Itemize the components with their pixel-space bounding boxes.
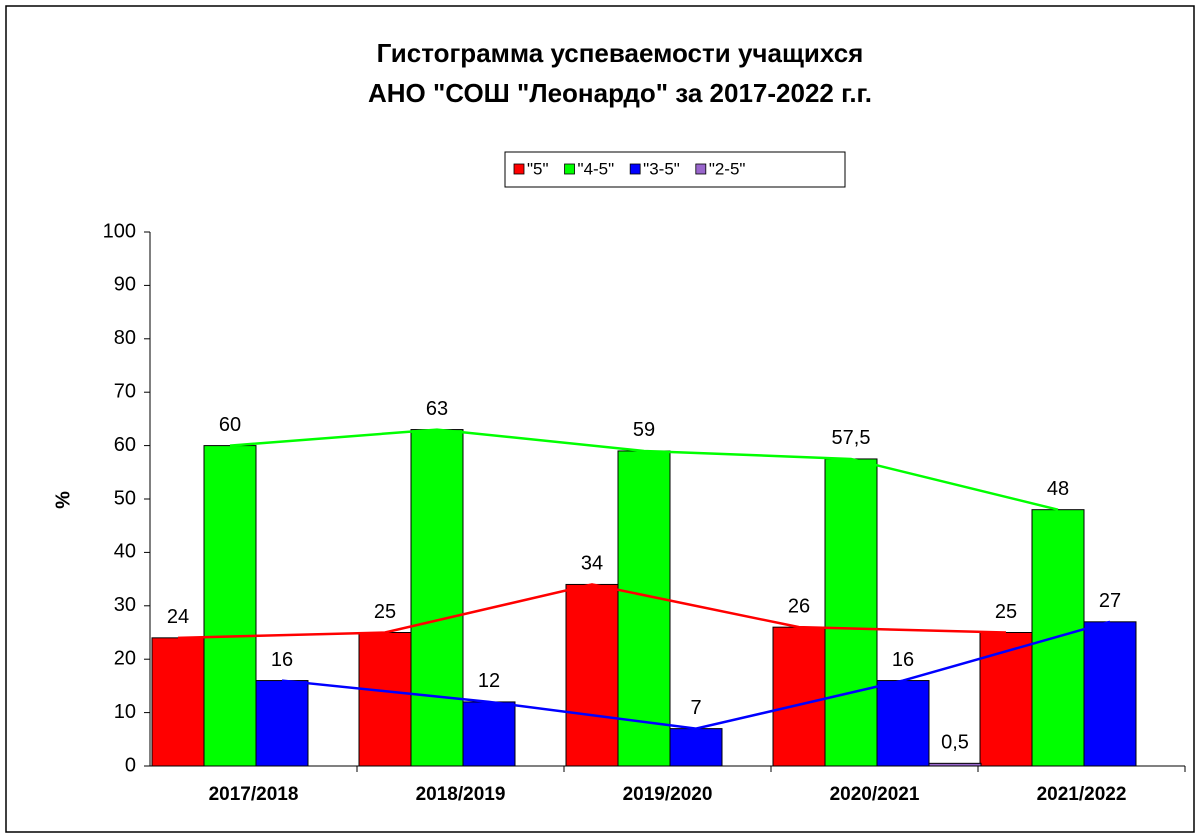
bar	[203, 445, 257, 767]
trend-line	[281, 620, 1111, 730]
bar	[772, 626, 826, 767]
x-tick-label: 2020/2021	[830, 784, 920, 805]
legend-label: "2-5"	[709, 159, 746, 178]
bar	[1083, 621, 1137, 767]
data-label: 25	[995, 601, 1017, 623]
data-label: 26	[788, 595, 810, 617]
y-tick-label: 20	[114, 647, 136, 669]
data-label: 63	[426, 398, 448, 420]
y-axis-title: %	[52, 491, 74, 509]
bar	[669, 728, 723, 767]
bar	[565, 583, 619, 767]
y-tick-label: 90	[114, 274, 136, 296]
y-tick-label: 70	[114, 380, 136, 402]
bar	[151, 637, 205, 767]
data-label: 59	[633, 419, 655, 441]
bar	[876, 680, 930, 767]
legend-swatch	[564, 163, 575, 175]
data-label: 16	[892, 649, 914, 671]
data-label: 25	[374, 601, 396, 623]
y-tick-label: 50	[114, 487, 136, 509]
data-label: 48	[1047, 478, 1069, 500]
trend-line	[177, 583, 1007, 640]
legend-swatch	[629, 163, 641, 175]
bar	[824, 458, 878, 767]
bar	[928, 762, 982, 767]
data-label: 60	[219, 414, 241, 436]
x-tick-label: 2018/2019	[416, 784, 506, 805]
y-tick-label: 0	[125, 754, 136, 776]
y-tick-label: 40	[114, 541, 136, 563]
data-label: 24	[167, 606, 189, 628]
bar	[358, 632, 412, 767]
y-tick-label: 30	[114, 594, 136, 616]
y-tick-label: 80	[114, 327, 136, 349]
legend-label: "5"	[527, 159, 549, 178]
trend-line	[229, 428, 1059, 511]
legend-swatch	[695, 163, 707, 175]
legend-label: "3-5"	[643, 159, 680, 178]
chart-title: АНО "СОШ "Леонардо" за 2017-2022 г.г.	[368, 78, 872, 108]
y-tick-label: 100	[103, 220, 136, 242]
data-label: 27	[1099, 590, 1121, 612]
x-tick-label: 2019/2020	[623, 784, 713, 805]
bar	[255, 680, 309, 767]
data-label: 12	[478, 670, 500, 692]
data-label: 0,5	[941, 732, 969, 754]
data-label: 7	[690, 697, 701, 719]
y-tick-label: 60	[114, 434, 136, 456]
bar	[617, 450, 671, 767]
data-label: 34	[581, 553, 603, 575]
bar	[462, 701, 516, 767]
data-label: 16	[271, 649, 293, 671]
chart-title: Гистограмма успеваемости учащихся	[377, 38, 864, 68]
bar	[410, 429, 464, 767]
y-tick-label: 10	[114, 701, 136, 723]
legend-box	[504, 151, 846, 188]
x-tick-label: 2021/2022	[1037, 784, 1127, 805]
legend-swatch	[513, 163, 525, 175]
data-label: 57,5	[832, 427, 871, 449]
legend-label: "4-5"	[578, 159, 615, 178]
x-tick-label: 2017/2018	[209, 784, 299, 805]
